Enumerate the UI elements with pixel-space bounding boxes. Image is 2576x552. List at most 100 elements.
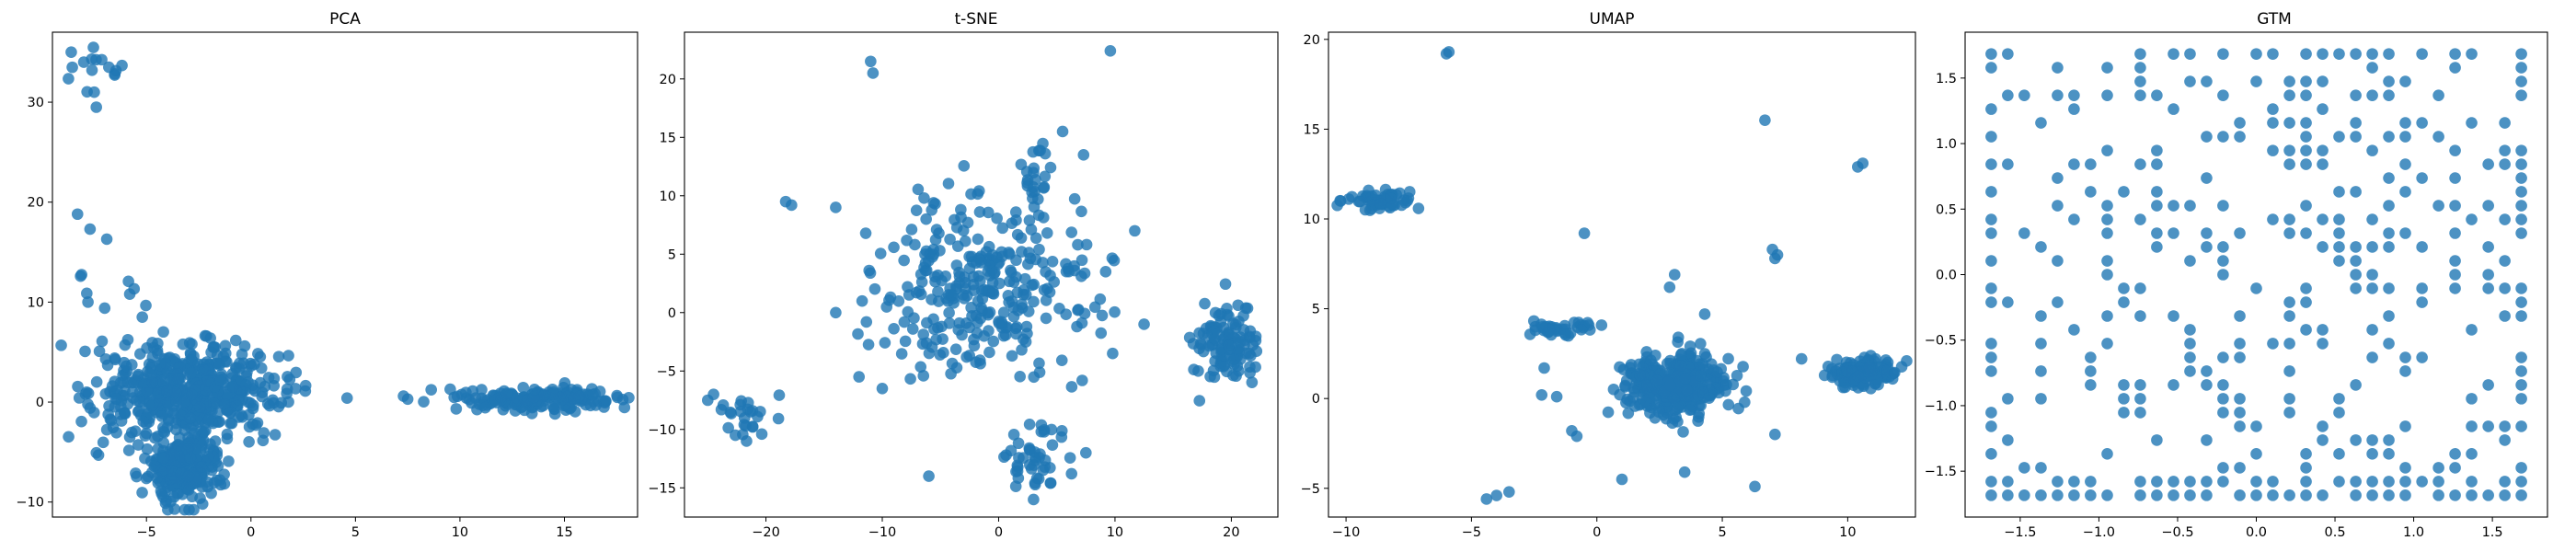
x-tick-label: 1.5: [2482, 525, 2503, 540]
data-point: [142, 470, 155, 483]
data-point: [2283, 75, 2295, 87]
data-point: [183, 503, 195, 516]
data-point: [1223, 339, 1235, 351]
data-point: [987, 335, 1000, 348]
data-point: [2168, 489, 2179, 501]
data-point: [171, 488, 183, 500]
data-point: [2383, 89, 2395, 101]
data-point: [2416, 241, 2428, 253]
data-point: [830, 201, 842, 213]
y-tick-label: 15: [660, 131, 676, 145]
data-point: [2432, 89, 2444, 101]
data-point: [2267, 144, 2279, 156]
data-point: [1056, 125, 1069, 138]
data-point: [1352, 195, 1365, 208]
data-point: [1857, 157, 1869, 169]
data-point: [2134, 282, 2146, 294]
data-point: [2333, 186, 2345, 198]
data-point: [1010, 214, 1022, 226]
data-point: [961, 216, 974, 229]
data-point: [84, 223, 97, 236]
data-point: [1227, 317, 1239, 330]
data-point: [2134, 158, 2146, 170]
data-point: [908, 312, 920, 325]
data-point: [2052, 200, 2064, 212]
x-tick-label: −10: [1332, 525, 1361, 540]
data-point: [201, 476, 213, 489]
data-point: [2300, 75, 2312, 87]
data-point: [136, 487, 148, 499]
data-point: [2416, 117, 2428, 129]
data-point: [1033, 243, 1045, 256]
data-point: [1711, 366, 1723, 378]
data-point: [1985, 62, 1997, 74]
data-point: [1219, 278, 1232, 291]
data-point: [511, 392, 523, 405]
data-point: [1028, 201, 1041, 213]
data-point: [63, 73, 75, 85]
data-point: [1985, 338, 1997, 350]
y-tick-label: 20: [28, 196, 44, 211]
data-point: [1076, 374, 1088, 386]
y-tick-label: 10: [660, 190, 676, 204]
data-point: [707, 388, 719, 400]
data-point: [1386, 199, 1399, 212]
data-point: [1065, 381, 1078, 393]
panel-gtm: GTM −1.5 −1.0 −0.5 0.0 0.5 1.0 1.5 −1.5 −1.0 −0.5…: [1925, 10, 2548, 540]
data-point: [1985, 420, 1997, 432]
data-point: [2002, 296, 2014, 308]
data-point: [2283, 158, 2295, 170]
data-point: [2432, 489, 2444, 501]
data-point: [932, 285, 944, 298]
data-point: [1075, 205, 1087, 218]
data-point: [272, 351, 285, 362]
data-point: [263, 399, 276, 412]
data-point: [1028, 278, 1040, 291]
data-point: [1370, 189, 1382, 201]
data-point: [1374, 198, 1387, 211]
data-point: [1889, 366, 1901, 379]
data-point: [2018, 489, 2030, 501]
data-point: [340, 392, 353, 404]
data-point: [2350, 186, 2362, 198]
data-point: [1055, 354, 1068, 367]
data-point: [1985, 131, 1997, 143]
data-point: [254, 376, 267, 389]
data-point: [1737, 361, 1749, 373]
data-point: [1003, 247, 1015, 259]
data-point: [934, 245, 946, 257]
data-point: [1660, 412, 1673, 425]
data-point: [2317, 338, 2329, 350]
data-point: [2068, 89, 2080, 101]
data-point: [201, 375, 213, 387]
data-point: [2383, 338, 2395, 350]
data-point: [122, 275, 134, 288]
data-point: [1095, 327, 1108, 339]
data-point: [1674, 360, 1687, 372]
data-point: [1985, 186, 1997, 198]
data-point: [2399, 420, 2411, 432]
data-point: [1199, 297, 1211, 310]
data-point: [2449, 227, 2461, 239]
data-point: [2449, 255, 2461, 267]
data-point: [201, 450, 214, 463]
data-point: [2383, 434, 2395, 446]
data-point: [2317, 324, 2329, 336]
data-point: [2002, 48, 2014, 60]
data-point: [2118, 186, 2130, 198]
data-point: [2499, 255, 2511, 267]
data-point: [1009, 206, 1022, 218]
data-point: [744, 406, 756, 418]
data-point: [2267, 103, 2279, 115]
data-point: [1694, 358, 1706, 371]
data-point: [1818, 369, 1831, 382]
data-point: [192, 409, 205, 422]
data-point: [2283, 393, 2295, 405]
data-point: [79, 345, 91, 358]
data-point: [1188, 363, 1200, 376]
x-tick-label: −10: [868, 525, 897, 540]
data-point: [2201, 476, 2213, 488]
data-point: [2267, 48, 2279, 60]
data-point: [1985, 476, 1997, 488]
data-point: [1077, 149, 1090, 161]
